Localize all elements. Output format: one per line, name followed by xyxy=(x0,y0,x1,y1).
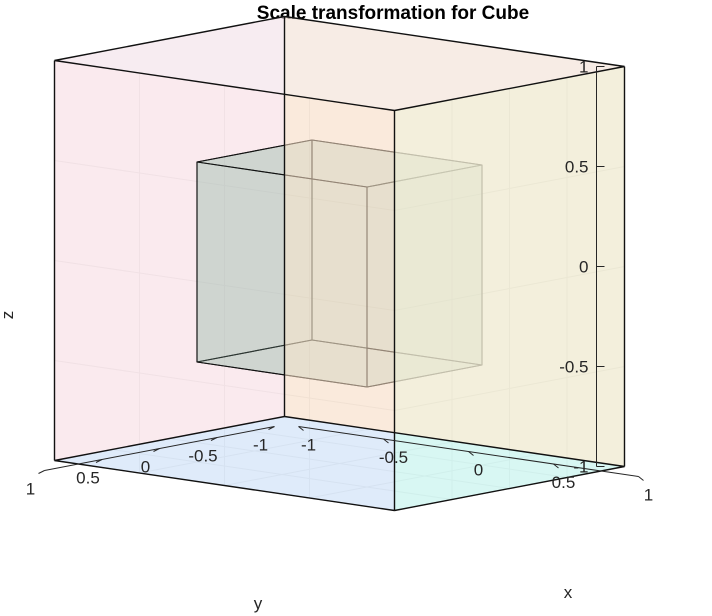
y-tick-label-1: 0.5 xyxy=(76,469,100,488)
y-tick-label-3: -0.5 xyxy=(188,447,217,466)
y-tick-label-0: 1 xyxy=(26,480,35,499)
x-tick-label-1: -0.5 xyxy=(379,448,408,467)
tick-labels: -1 -0.5 0 0.5 1 1 0.5 0 -0.5 -1 -1 -0.5 0 0.5 1 xyxy=(26,58,653,505)
y-tick-mark-1 xyxy=(95,459,103,463)
x-tick-mark-3 xyxy=(553,463,559,469)
x-tick-mark-4 xyxy=(638,476,644,481)
y-tick-label-4: -1 xyxy=(253,436,268,455)
z-tick-label-0: -1 xyxy=(573,458,588,477)
cube-edge-2 xyxy=(284,15,625,68)
chart-title: Scale transformation for Cube xyxy=(257,3,529,24)
x-tick-label-4: 1 xyxy=(644,486,653,505)
z-tick-label-3: 0.5 xyxy=(565,158,589,177)
z-axis-label: z xyxy=(0,311,17,320)
x-axis-label: x xyxy=(564,583,573,602)
x-tick-label-0: -1 xyxy=(301,436,316,455)
front-faces xyxy=(53,15,626,512)
y-tick-mark-3 xyxy=(210,437,218,441)
cube-edge-3 xyxy=(54,59,395,112)
cube-edge-6 xyxy=(54,15,285,62)
cube-edge-5 xyxy=(394,465,625,512)
y-tick-label-2: 0 xyxy=(141,458,150,477)
y-tick-mark-0 xyxy=(38,470,45,474)
y-axis-label: y xyxy=(254,594,263,613)
cube-edge-4 xyxy=(54,415,285,462)
face-x-min xyxy=(54,16,285,461)
face-y-min xyxy=(284,16,625,467)
y-tick-mark-2 xyxy=(153,448,160,452)
cube-edge-1 xyxy=(54,459,395,512)
cube-edge-0 xyxy=(284,415,625,468)
x-tick-mark-0 xyxy=(298,426,304,431)
x-tick-mark-1 xyxy=(383,438,389,444)
x-tick-label-3: 0.5 xyxy=(552,473,576,492)
z-tick-label-2: 0 xyxy=(579,258,588,277)
x-tick-label-2: 0 xyxy=(474,461,483,480)
z-tick-label-4: 1 xyxy=(579,58,588,77)
cube-edge-7 xyxy=(394,65,625,112)
x-tick-mark-2 xyxy=(468,451,474,456)
y-tick-mark-4 xyxy=(268,426,275,430)
face-z-max xyxy=(54,16,625,111)
z-tick-label-1: -0.5 xyxy=(559,358,588,377)
